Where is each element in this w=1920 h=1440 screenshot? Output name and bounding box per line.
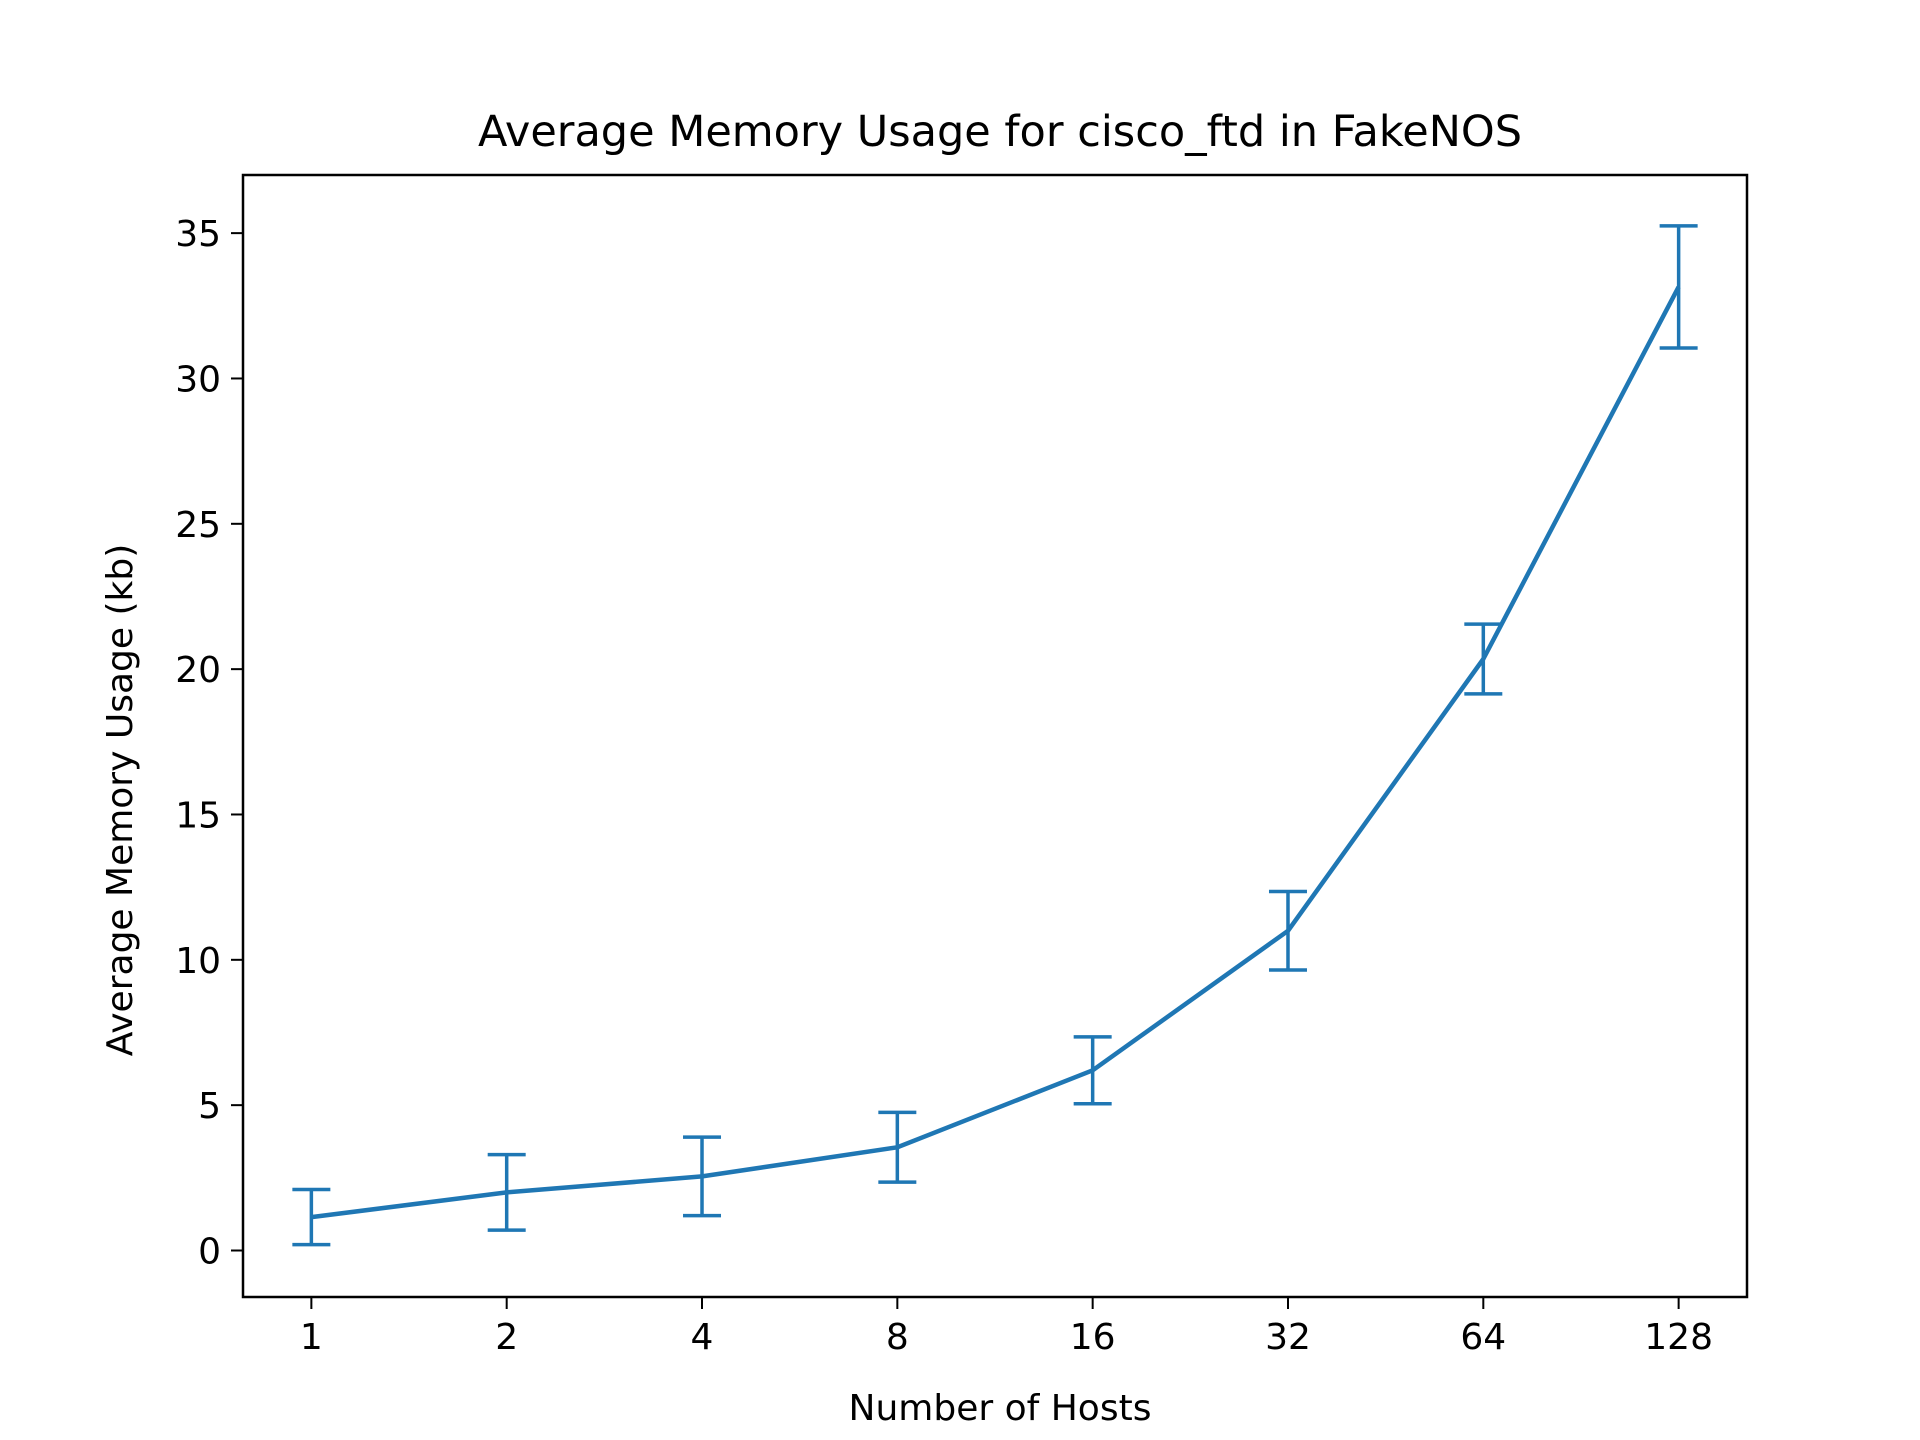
error-bar (1659, 224, 1698, 350)
error-bar (1073, 1035, 1112, 1106)
y-tick-label: 25 (175, 505, 221, 546)
y-tick-label: 35 (175, 214, 221, 255)
error-bar (1464, 622, 1503, 696)
x-tick-label: 8 (886, 1317, 909, 1358)
y-tick-label: 15 (175, 795, 221, 836)
y-tick-label: 20 (175, 650, 221, 691)
x-tick-label: 128 (1644, 1317, 1713, 1358)
y-tick-label: 0 (198, 1231, 221, 1272)
x-tick-label: 16 (1070, 1317, 1116, 1358)
y-tick-label: 5 (198, 1086, 221, 1127)
series-layer (292, 224, 1698, 1247)
error-bar (1268, 889, 1307, 972)
y-tick-label: 30 (175, 359, 221, 400)
x-tick-label: 4 (691, 1317, 714, 1358)
y-axis-ticks: 0 5 10 15 20 25 30 35 (175, 214, 243, 1272)
y-tick-label: 10 (175, 941, 221, 982)
x-tick-label: 2 (495, 1317, 518, 1358)
x-axis-ticks: 1 2 4 8 16 32 64 128 (300, 1297, 1713, 1358)
x-tick-label: 32 (1265, 1317, 1311, 1358)
error-bar (878, 1110, 917, 1184)
y-axis-title: Average Memory Usage (kb) (100, 544, 141, 1057)
x-axis-title: Number of Hosts (849, 1388, 1152, 1429)
x-tick-label: 64 (1460, 1317, 1506, 1358)
series-line (311, 285, 1681, 1220)
error-bar (683, 1135, 722, 1218)
chart-title: Average Memory Usage for cisco_ftd in Fa… (478, 107, 1522, 157)
plot-area-frame (241, 173, 1749, 1299)
error-bar (487, 1152, 526, 1232)
x-tick-label: 1 (300, 1317, 323, 1358)
error-bar (292, 1187, 331, 1247)
